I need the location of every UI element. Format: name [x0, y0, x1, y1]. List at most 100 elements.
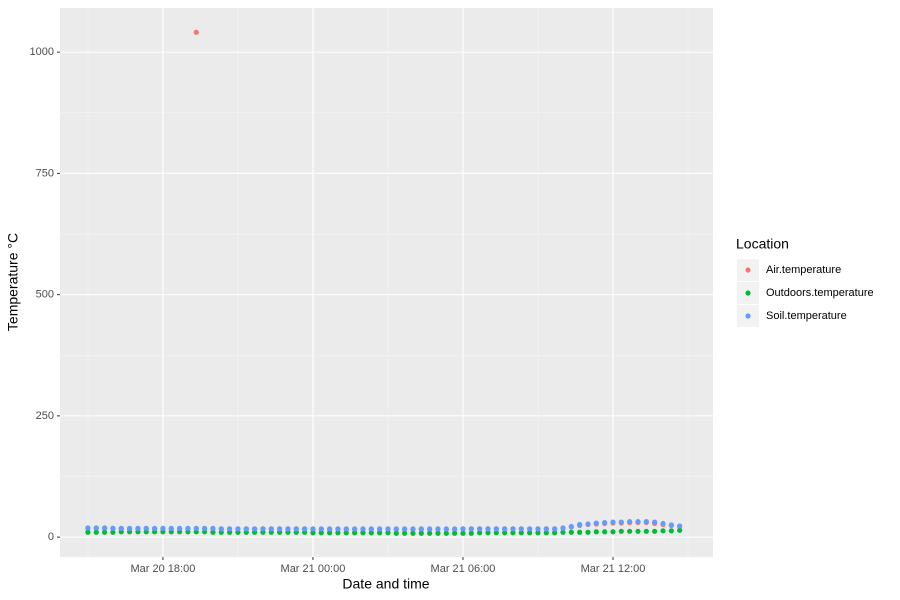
point — [452, 530, 458, 536]
point — [377, 530, 383, 536]
point — [635, 528, 641, 534]
point — [101, 529, 108, 535]
point — [602, 519, 608, 526]
point — [485, 530, 491, 536]
point — [668, 522, 674, 528]
point — [360, 526, 366, 532]
point — [493, 526, 499, 532]
y-axis-title: Temperature °C — [5, 233, 21, 331]
point — [585, 529, 591, 535]
point — [418, 530, 424, 536]
y-tick-label: 1000 — [30, 46, 54, 58]
point — [477, 530, 483, 536]
point — [85, 529, 91, 535]
point — [552, 530, 558, 536]
point — [118, 525, 124, 531]
point — [168, 525, 174, 531]
point — [435, 526, 441, 532]
point — [527, 526, 533, 532]
point — [427, 530, 433, 536]
point — [552, 526, 558, 532]
x-tick-label: Mar 20 18:00 — [131, 563, 196, 575]
point — [260, 526, 266, 532]
point — [502, 526, 508, 532]
point — [385, 530, 391, 536]
point — [352, 530, 358, 536]
y-tick-label: 500 — [36, 289, 54, 301]
point — [327, 526, 333, 532]
point — [535, 530, 541, 536]
point — [577, 521, 583, 528]
point — [243, 526, 249, 532]
point — [677, 527, 683, 533]
legend-marker — [745, 313, 751, 319]
point — [593, 520, 599, 526]
point — [368, 530, 374, 536]
y-tick-label: 750 — [36, 167, 54, 179]
legend-label: Outdoors.temperature — [766, 287, 874, 299]
point — [302, 526, 308, 532]
point — [477, 526, 483, 532]
legend-title: Location — [736, 236, 789, 252]
point — [268, 526, 274, 532]
point — [510, 526, 516, 532]
point — [160, 525, 166, 531]
point — [235, 526, 241, 532]
point — [460, 530, 466, 536]
point — [443, 526, 449, 532]
point — [443, 530, 449, 536]
point — [418, 526, 424, 532]
point — [218, 526, 224, 532]
point — [310, 530, 316, 536]
point — [385, 526, 391, 532]
point — [635, 518, 641, 525]
point — [610, 519, 616, 525]
point — [410, 530, 416, 536]
point — [435, 530, 441, 536]
y-tick-label: 0 — [48, 531, 54, 543]
point — [660, 520, 666, 527]
point — [502, 530, 508, 536]
point — [585, 521, 591, 527]
point — [652, 519, 658, 525]
point — [85, 525, 91, 531]
point — [393, 530, 399, 536]
point — [135, 525, 141, 531]
point — [327, 530, 333, 536]
point — [618, 519, 624, 525]
legend-marker — [745, 267, 751, 273]
point — [393, 526, 399, 532]
x-tick-label: Mar 21 06:00 — [431, 563, 496, 575]
x-tick-label: Mar 21 12:00 — [581, 563, 646, 575]
point — [518, 526, 524, 532]
point — [518, 530, 524, 536]
legend-marker — [745, 290, 751, 296]
point — [452, 526, 458, 532]
point — [310, 526, 316, 532]
point — [227, 526, 233, 532]
point — [527, 530, 533, 536]
point — [318, 530, 324, 536]
point — [568, 523, 574, 530]
point — [535, 526, 541, 532]
y-tick-label: 250 — [36, 410, 54, 422]
point — [593, 529, 599, 535]
point — [202, 525, 208, 531]
point — [643, 518, 649, 525]
point — [335, 526, 341, 532]
point — [93, 529, 99, 535]
point — [176, 525, 183, 531]
point — [185, 525, 191, 531]
x-axis-title: Date and time — [342, 576, 429, 592]
point — [485, 526, 491, 532]
point — [627, 528, 633, 534]
point — [252, 526, 258, 532]
point — [460, 526, 466, 532]
point — [277, 526, 283, 532]
point — [293, 526, 299, 532]
point — [93, 525, 99, 531]
point — [143, 525, 149, 531]
panel — [60, 8, 713, 557]
legend-label: Soil.temperature — [766, 310, 847, 322]
point — [468, 526, 474, 532]
